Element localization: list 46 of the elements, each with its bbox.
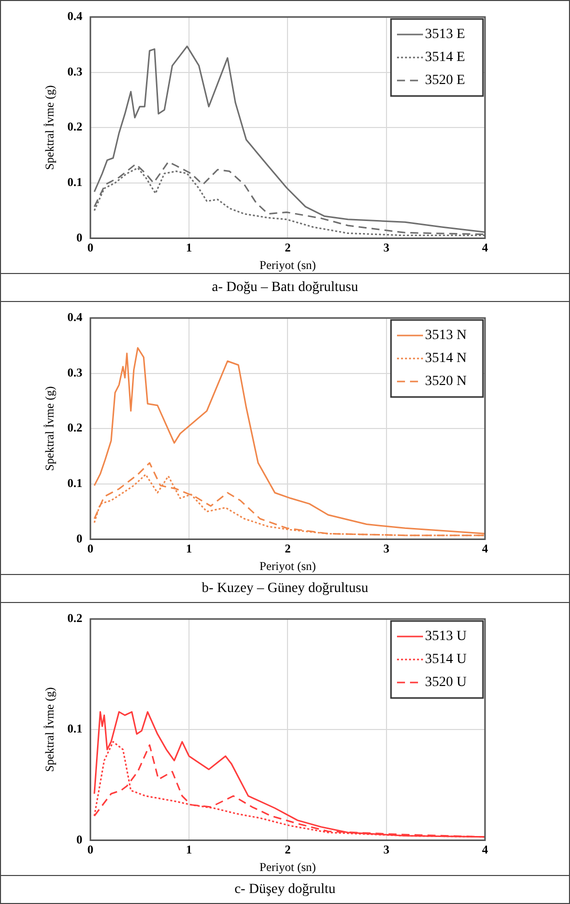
x-tick-label: 1	[186, 240, 192, 254]
text: b- Kuzey – Güney doğrultusu	[1, 574, 569, 602]
legend-label: 3514 N	[425, 351, 467, 366]
y-tick-label: 0.1	[67, 174, 82, 189]
legend-label: 3513 U	[425, 629, 467, 644]
x-tick-label: 0	[87, 541, 94, 556]
y-tick-label: 0.4	[67, 310, 82, 324]
x-tick-label: 1	[186, 842, 192, 856]
x-axis-title: Periyot (sn)	[260, 258, 316, 272]
x-tick-label: 0	[87, 842, 94, 856]
y-tick-label: 0	[76, 832, 82, 846]
y-tick-label: 0.3	[67, 365, 82, 380]
y-tick-label: 0.4	[67, 9, 82, 24]
text: a- Doğu – Batı doğrultusu	[1, 273, 569, 301]
y-tick-label: 0.2	[67, 120, 82, 134]
y-tick-label: 0.2	[67, 420, 82, 435]
y-tick-label: 0.3	[67, 64, 82, 78]
x-tick-label: 2	[284, 842, 291, 856]
x-tick-label: 4	[482, 240, 488, 254]
y-tick-label: 0.1	[67, 476, 82, 490]
legend-label: 3513 E	[425, 27, 466, 42]
x-tick-label: 3	[383, 541, 390, 556]
legend-label: 3520 E	[425, 73, 466, 88]
y-tick-label: 0.2	[67, 611, 82, 626]
x-axis-title: Periyot (sn)	[260, 558, 316, 573]
x-tick-label: 4	[482, 541, 488, 556]
x-tick-label: 3	[383, 240, 390, 254]
legend-label: 3520 N	[425, 374, 467, 390]
x-tick-label: 1	[186, 541, 192, 556]
x-tick-label: 3	[383, 842, 390, 856]
x-tick-label: 0	[87, 240, 94, 254]
x-tick-label: 2	[284, 240, 291, 254]
x-tick-label: 2	[284, 541, 291, 556]
y-tick-label: 0	[76, 230, 82, 244]
text: c- Düşey doğrultu	[1, 875, 569, 903]
y-tick-label: 0	[76, 531, 82, 546]
legend-label: 3520 U	[425, 675, 467, 690]
legend-label: 3513 N	[425, 328, 467, 344]
x-tick-label: 4	[482, 842, 488, 856]
y-axis-title: Spektral İvme (g)	[42, 85, 56, 170]
legend-label: 3514 E	[425, 50, 466, 66]
y-axis-title: Spektral İvme (g)	[42, 386, 56, 471]
legend-label: 3514 U	[425, 652, 467, 668]
y-axis-title: Spektral İvme (g)	[42, 687, 56, 772]
x-axis-title: Periyot (sn)	[260, 860, 316, 874]
y-tick-label: 0.1	[67, 722, 82, 736]
